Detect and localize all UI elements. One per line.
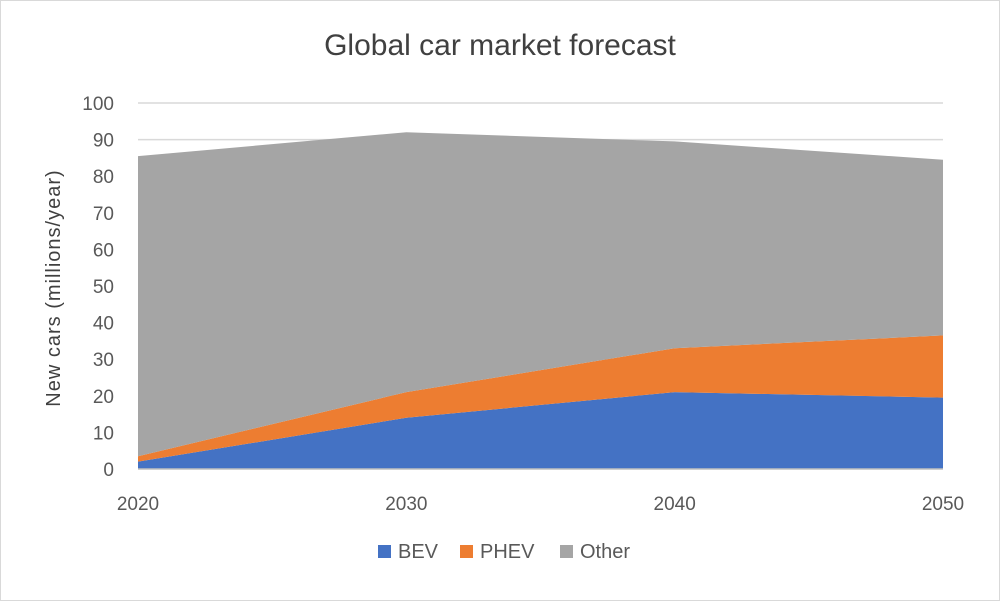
- area-bev: [138, 392, 943, 469]
- y-tick-label: 0: [103, 460, 114, 481]
- legend-item-phev: PHEV: [460, 541, 535, 563]
- legend-swatch: [560, 545, 573, 558]
- legend-swatch: [460, 545, 473, 558]
- legend-item-bev: BEV: [378, 541, 439, 563]
- y-tick-label: 10: [93, 423, 114, 444]
- legend-item-other: Other: [560, 541, 630, 563]
- y-tick-label: 100: [82, 94, 114, 115]
- area-other: [138, 132, 943, 457]
- y-tick-label: 70: [93, 204, 114, 225]
- legend-label: PHEV: [480, 541, 535, 563]
- y-tick-label: 40: [93, 314, 114, 335]
- x-tick-label: 2030: [385, 494, 427, 515]
- legend-label: Other: [580, 541, 630, 563]
- legend: BEV PHEV Other: [378, 541, 630, 563]
- legend-label: BEV: [398, 541, 439, 563]
- y-tick-label: 50: [93, 277, 114, 298]
- chart-title: Global car market forecast: [324, 29, 676, 62]
- legend-swatch: [378, 545, 391, 558]
- y-tick-label: 60: [93, 240, 114, 261]
- x-tick-label: 2050: [922, 494, 964, 515]
- x-tick-label: 2020: [117, 494, 159, 515]
- y-tick-label: 30: [93, 350, 114, 371]
- area-phev: [138, 335, 943, 462]
- x-tick-label: 2040: [654, 494, 696, 515]
- y-tick-label: 20: [93, 387, 114, 408]
- area-series: [138, 132, 943, 469]
- y-axis-label: New cars (millions/year): [43, 169, 65, 406]
- y-tick-label: 90: [93, 131, 114, 152]
- y-tick-label: 80: [93, 167, 114, 188]
